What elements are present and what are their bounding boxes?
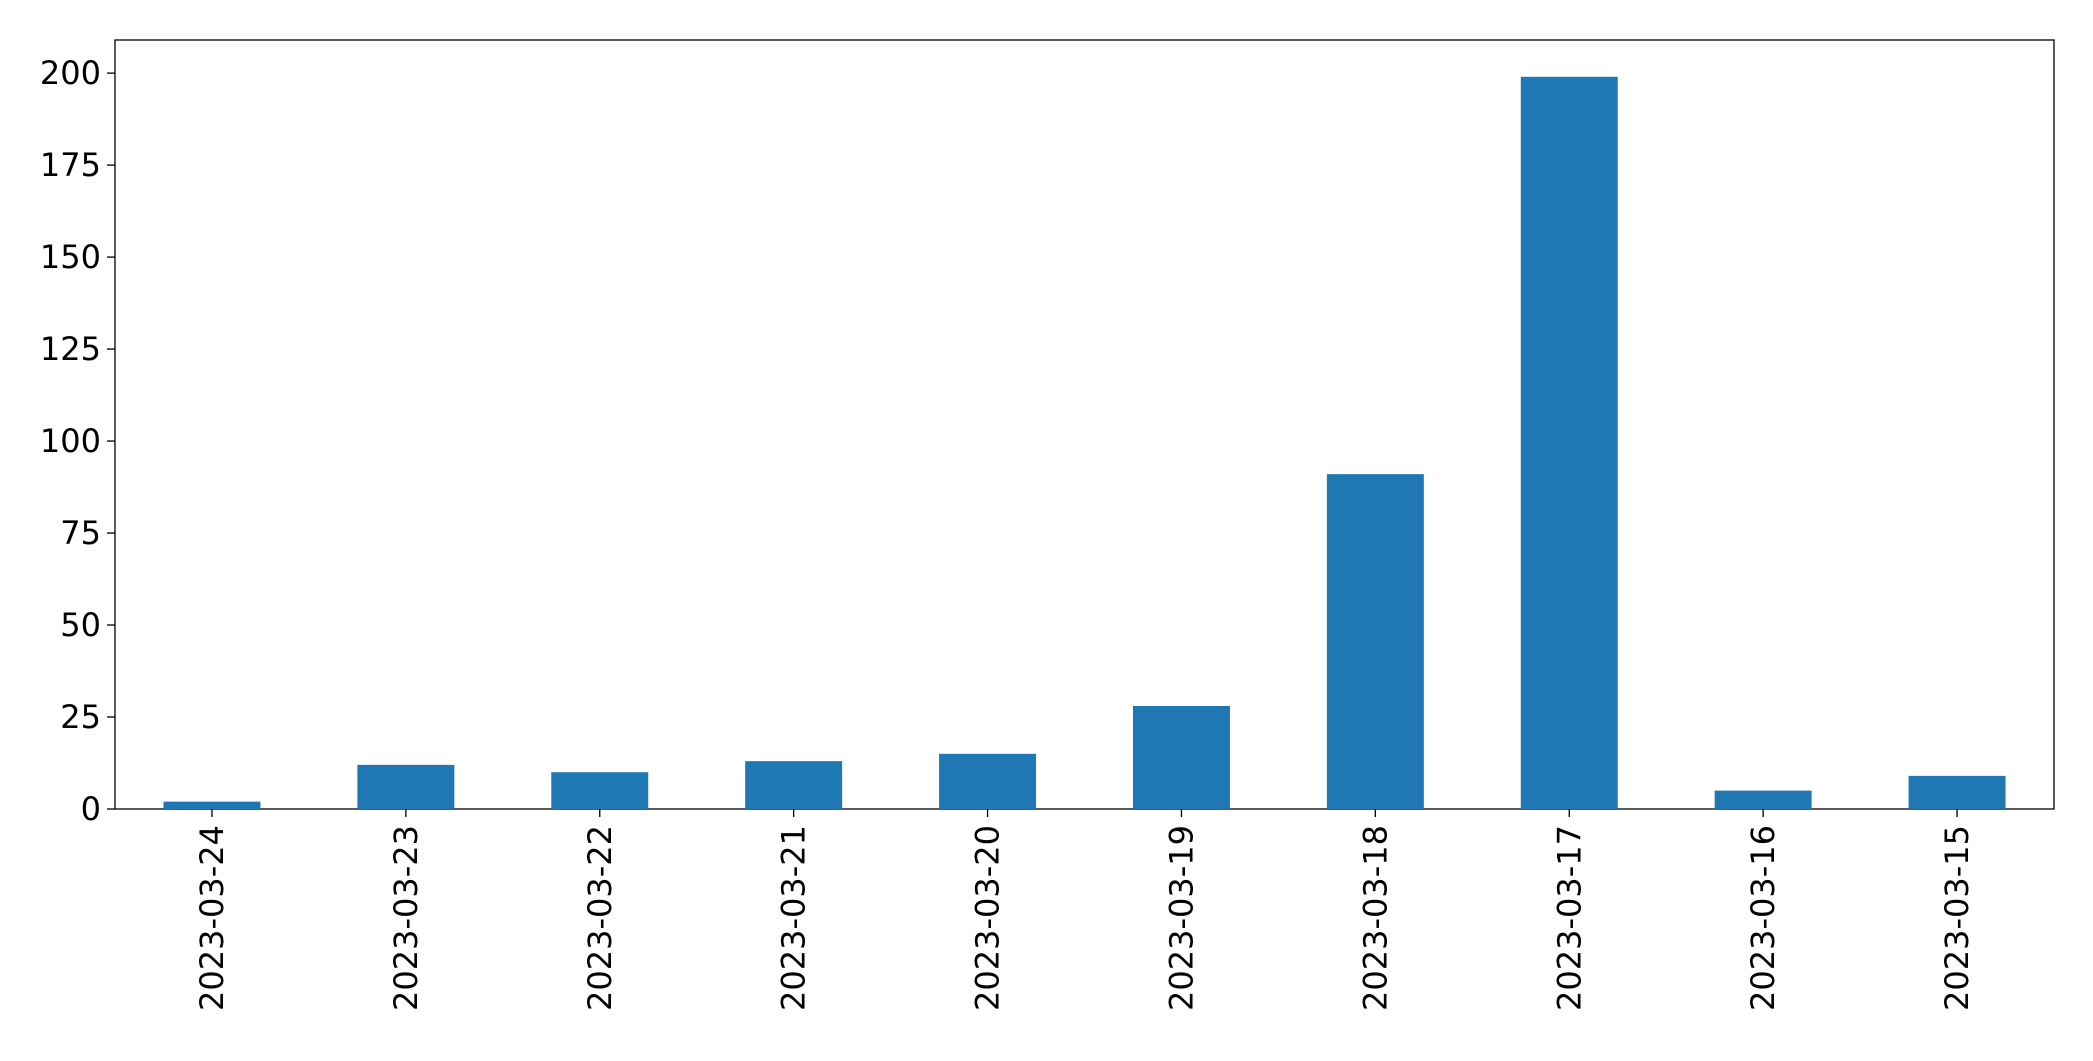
x-tick-label: 2023-03-17 xyxy=(1550,825,1588,1011)
x-tick-label: 2023-03-16 xyxy=(1744,825,1782,1011)
bar xyxy=(1326,474,1424,809)
bar xyxy=(939,753,1037,809)
bar xyxy=(1132,705,1230,809)
plot-frame xyxy=(114,39,2055,810)
x-tick-label: 2023-03-24 xyxy=(193,825,231,1011)
bar xyxy=(551,772,649,809)
x-tick-label: 2023-03-15 xyxy=(1938,825,1976,1011)
bar xyxy=(357,764,455,809)
y-tick-label: 175 xyxy=(40,146,101,184)
y-tick-label: 100 xyxy=(40,422,101,460)
bar xyxy=(1714,790,1812,809)
bar xyxy=(1520,76,1618,810)
x-tick-label: 2023-03-19 xyxy=(1162,825,1200,1011)
y-tick-label: 150 xyxy=(40,238,101,276)
bar xyxy=(1908,775,2006,809)
x-tick-label: 2023-03-22 xyxy=(581,825,619,1011)
y-tick-label: 75 xyxy=(60,514,101,552)
bar xyxy=(163,801,261,809)
x-tick-label: 2023-03-18 xyxy=(1356,825,1394,1011)
x-tick-label: 2023-03-21 xyxy=(775,825,813,1011)
x-tick-label: 2023-03-23 xyxy=(387,825,425,1011)
y-tick-label: 25 xyxy=(60,698,101,736)
bar xyxy=(745,761,843,809)
y-tick-label: 50 xyxy=(60,606,101,644)
x-tick-label: 2023-03-20 xyxy=(969,825,1007,1011)
y-tick-label: 125 xyxy=(40,330,101,368)
y-tick-label: 0 xyxy=(81,790,101,828)
y-tick-label: 200 xyxy=(40,54,101,92)
